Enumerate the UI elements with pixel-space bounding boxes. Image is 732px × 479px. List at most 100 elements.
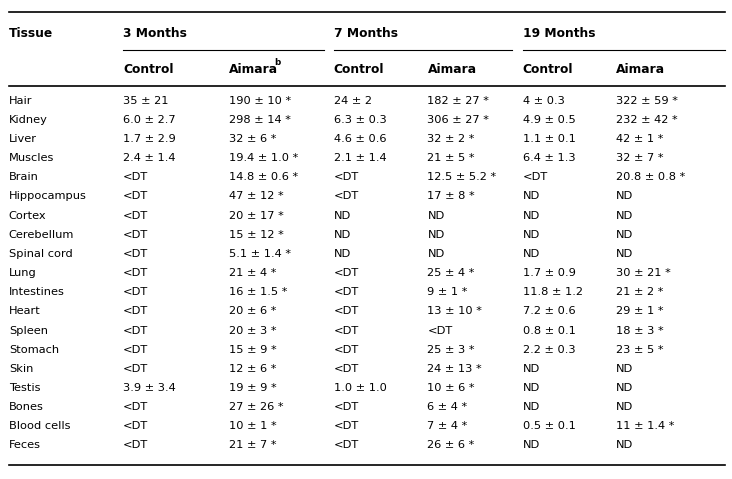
Text: 20 ± 3 *: 20 ± 3 * xyxy=(229,326,277,335)
Text: <DT: <DT xyxy=(334,441,359,450)
Text: ND: ND xyxy=(334,211,351,220)
Text: <DT: <DT xyxy=(123,192,148,201)
Text: 9 ± 1 *: 9 ± 1 * xyxy=(427,287,468,297)
Text: ND: ND xyxy=(523,441,540,450)
Text: 6 ± 4 *: 6 ± 4 * xyxy=(427,402,468,412)
Text: 13 ± 10 *: 13 ± 10 * xyxy=(427,307,482,316)
Text: Feces: Feces xyxy=(9,441,41,450)
Text: 10 ± 6 *: 10 ± 6 * xyxy=(427,383,475,393)
Text: ND: ND xyxy=(523,383,540,393)
Text: <DT: <DT xyxy=(334,287,359,297)
Text: ND: ND xyxy=(523,230,540,240)
Text: 18 ± 3 *: 18 ± 3 * xyxy=(616,326,664,335)
Text: ND: ND xyxy=(616,211,634,220)
Text: 6.4 ± 1.3: 6.4 ± 1.3 xyxy=(523,153,575,163)
Text: ND: ND xyxy=(616,364,634,374)
Text: ND: ND xyxy=(616,441,634,450)
Text: <DT: <DT xyxy=(123,364,148,374)
Text: 12 ± 6 *: 12 ± 6 * xyxy=(229,364,277,374)
Text: <DT: <DT xyxy=(334,422,359,431)
Text: 306 ± 27 *: 306 ± 27 * xyxy=(427,115,490,125)
Text: ND: ND xyxy=(334,230,351,240)
Text: Control: Control xyxy=(123,63,173,76)
Text: Aimara: Aimara xyxy=(427,63,477,76)
Text: 5.1 ± 1.4 *: 5.1 ± 1.4 * xyxy=(229,249,291,259)
Text: Stomach: Stomach xyxy=(9,345,59,354)
Text: ND: ND xyxy=(523,249,540,259)
Text: Blood cells: Blood cells xyxy=(9,422,70,431)
Text: 15 ± 9 *: 15 ± 9 * xyxy=(229,345,277,354)
Text: Bones: Bones xyxy=(9,402,44,412)
Text: 32 ± 2 *: 32 ± 2 * xyxy=(427,134,475,144)
Text: 7.2 ± 0.6: 7.2 ± 0.6 xyxy=(523,307,575,316)
Text: Spleen: Spleen xyxy=(9,326,48,335)
Text: <DT: <DT xyxy=(123,211,148,220)
Text: Aimara: Aimara xyxy=(229,63,278,76)
Text: 32 ± 7 *: 32 ± 7 * xyxy=(616,153,664,163)
Text: 6.3 ± 0.3: 6.3 ± 0.3 xyxy=(334,115,386,125)
Text: ND: ND xyxy=(523,192,540,201)
Text: 19 ± 9 *: 19 ± 9 * xyxy=(229,383,277,393)
Text: Intestines: Intestines xyxy=(9,287,64,297)
Text: 182 ± 27 *: 182 ± 27 * xyxy=(427,96,490,105)
Text: 190 ± 10 *: 190 ± 10 * xyxy=(229,96,291,105)
Text: 17 ± 8 *: 17 ± 8 * xyxy=(427,192,475,201)
Text: 20.8 ± 0.8 *: 20.8 ± 0.8 * xyxy=(616,172,686,182)
Text: Heart: Heart xyxy=(9,307,40,316)
Text: Hippocampus: Hippocampus xyxy=(9,192,86,201)
Text: 29 ± 1 *: 29 ± 1 * xyxy=(616,307,664,316)
Text: ND: ND xyxy=(427,249,445,259)
Text: 47 ± 12 *: 47 ± 12 * xyxy=(229,192,284,201)
Text: b: b xyxy=(274,58,281,67)
Text: <DT: <DT xyxy=(334,345,359,354)
Text: ND: ND xyxy=(334,249,351,259)
Text: <DT: <DT xyxy=(123,441,148,450)
Text: 21 ± 2 *: 21 ± 2 * xyxy=(616,287,664,297)
Text: 322 ± 59 *: 322 ± 59 * xyxy=(616,96,679,105)
Text: 15 ± 12 *: 15 ± 12 * xyxy=(229,230,284,240)
Text: Hair: Hair xyxy=(9,96,32,105)
Text: Liver: Liver xyxy=(9,134,37,144)
Text: 3.9 ± 3.4: 3.9 ± 3.4 xyxy=(123,383,176,393)
Text: ND: ND xyxy=(523,211,540,220)
Text: 19 Months: 19 Months xyxy=(523,27,595,40)
Text: <DT: <DT xyxy=(334,172,359,182)
Text: <DT: <DT xyxy=(123,172,148,182)
Text: 25 ± 4 *: 25 ± 4 * xyxy=(427,268,475,278)
Text: 1.1 ± 0.1: 1.1 ± 0.1 xyxy=(523,134,575,144)
Text: 42 ± 1 *: 42 ± 1 * xyxy=(616,134,664,144)
Text: 21 ± 5 *: 21 ± 5 * xyxy=(427,153,475,163)
Text: 26 ± 6 *: 26 ± 6 * xyxy=(427,441,475,450)
Text: 32 ± 6 *: 32 ± 6 * xyxy=(229,134,277,144)
Text: Brain: Brain xyxy=(9,172,39,182)
Text: 20 ± 6 *: 20 ± 6 * xyxy=(229,307,277,316)
Text: 25 ± 3 *: 25 ± 3 * xyxy=(427,345,475,354)
Text: 2.4 ± 1.4: 2.4 ± 1.4 xyxy=(123,153,176,163)
Text: 1.0 ± 1.0: 1.0 ± 1.0 xyxy=(334,383,386,393)
Text: 3 Months: 3 Months xyxy=(123,27,187,40)
Text: Control: Control xyxy=(334,63,384,76)
Text: <DT: <DT xyxy=(123,307,148,316)
Text: Skin: Skin xyxy=(9,364,33,374)
Text: <DT: <DT xyxy=(334,192,359,201)
Text: <DT: <DT xyxy=(123,249,148,259)
Text: 12.5 ± 5.2 *: 12.5 ± 5.2 * xyxy=(427,172,496,182)
Text: 1.7 ± 2.9: 1.7 ± 2.9 xyxy=(123,134,176,144)
Text: 298 ± 14 *: 298 ± 14 * xyxy=(229,115,291,125)
Text: 4.9 ± 0.5: 4.9 ± 0.5 xyxy=(523,115,575,125)
Text: 2.2 ± 0.3: 2.2 ± 0.3 xyxy=(523,345,575,354)
Text: 35 ± 21: 35 ± 21 xyxy=(123,96,168,105)
Text: 21 ± 4 *: 21 ± 4 * xyxy=(229,268,277,278)
Text: 7 Months: 7 Months xyxy=(334,27,397,40)
Text: <DT: <DT xyxy=(334,307,359,316)
Text: 4.6 ± 0.6: 4.6 ± 0.6 xyxy=(334,134,386,144)
Text: Cortex: Cortex xyxy=(9,211,46,220)
Text: <DT: <DT xyxy=(334,402,359,412)
Text: Spinal cord: Spinal cord xyxy=(9,249,72,259)
Text: 24 ± 2: 24 ± 2 xyxy=(334,96,372,105)
Text: 0.8 ± 0.1: 0.8 ± 0.1 xyxy=(523,326,575,335)
Text: Kidney: Kidney xyxy=(9,115,48,125)
Text: 24 ± 13 *: 24 ± 13 * xyxy=(427,364,482,374)
Text: <DT: <DT xyxy=(123,402,148,412)
Text: ND: ND xyxy=(427,211,445,220)
